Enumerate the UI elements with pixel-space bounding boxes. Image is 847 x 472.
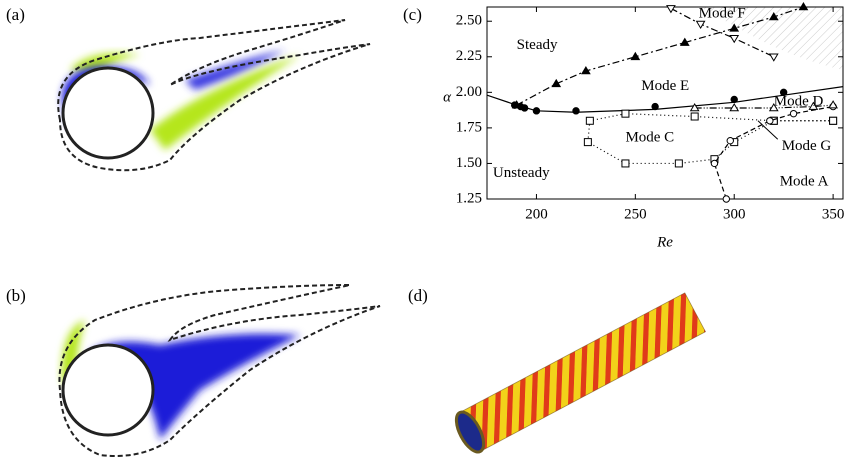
y-tick-label: 1.50 <box>456 155 482 171</box>
marker <box>768 11 779 21</box>
marker <box>532 107 541 115</box>
envelope <box>57 19 371 172</box>
y-axis-label: α <box>443 89 452 105</box>
panel-label: (a) <box>6 5 25 24</box>
marker <box>808 101 819 110</box>
x-tick-label: 200 <box>525 206 548 222</box>
marker <box>829 116 838 125</box>
marker <box>828 100 838 109</box>
marker <box>726 136 734 145</box>
marker <box>679 37 690 46</box>
annotation: Mode A <box>780 173 829 189</box>
annotation-arrow <box>757 120 779 140</box>
marker <box>689 102 700 112</box>
marker <box>729 23 740 32</box>
marker <box>779 88 788 97</box>
marker <box>690 112 699 121</box>
marker <box>798 2 809 11</box>
y-tick-label: 2.50 <box>456 13 482 29</box>
series-line <box>516 7 804 106</box>
annotation: Steady <box>517 37 558 53</box>
annotation: Mode E <box>641 78 689 94</box>
cylinder <box>61 343 155 437</box>
plot-frame <box>486 6 844 200</box>
helical-structure <box>459 292 706 452</box>
annotation: Mode D <box>774 94 824 110</box>
annotation: Mode C <box>625 129 674 145</box>
marker <box>651 102 659 111</box>
annotation: Unsteady <box>493 165 550 181</box>
marker <box>729 102 740 112</box>
y-tick-label: 2.00 <box>456 84 482 100</box>
x-tick-label: 300 <box>723 206 746 222</box>
panel-label: (c) <box>403 5 422 24</box>
marker <box>630 51 641 61</box>
plot: 200 250 300 350 1.25 1.50 1.75 2.00 2.25 2.50 Re α S… <box>443 2 845 250</box>
vorticity-green <box>150 55 300 150</box>
x-axis-label: Re <box>656 234 673 250</box>
x-tick-label: 350 <box>822 206 845 222</box>
marker <box>729 34 740 44</box>
marker <box>621 109 630 118</box>
envelope <box>58 284 381 457</box>
x-tick-label: 250 <box>624 206 647 222</box>
panel-label: (b) <box>6 286 26 305</box>
marker <box>710 159 719 168</box>
marker <box>768 102 779 112</box>
annotation: Mode G <box>782 138 832 154</box>
marker <box>789 109 798 118</box>
marker <box>551 78 562 88</box>
hatched-region <box>700 7 843 70</box>
marker <box>768 53 779 62</box>
marker <box>572 107 580 115</box>
marker <box>730 95 738 104</box>
panel-label: (d) <box>408 286 428 305</box>
annotation: Mode F <box>699 6 746 22</box>
marker <box>511 100 522 109</box>
cylinder-end <box>454 410 486 454</box>
marker <box>666 5 676 14</box>
panel-d <box>454 292 707 454</box>
y-tick-label: 1.25 <box>456 190 482 206</box>
marker <box>695 20 706 30</box>
marker <box>520 104 529 112</box>
vorticity-blue <box>185 50 285 90</box>
y-tick-label: 1.75 <box>456 119 482 135</box>
marker <box>585 116 594 125</box>
cylinder <box>61 66 155 160</box>
panel-a <box>57 19 371 172</box>
marker <box>581 66 591 75</box>
marker <box>722 195 731 203</box>
marker <box>766 117 774 125</box>
series-line <box>670 7 775 58</box>
panel-b <box>58 284 381 457</box>
marker <box>674 159 683 168</box>
y-tick-label: 2.25 <box>456 48 482 64</box>
series-line <box>713 105 834 199</box>
marker <box>621 159 630 168</box>
marker <box>583 138 592 147</box>
